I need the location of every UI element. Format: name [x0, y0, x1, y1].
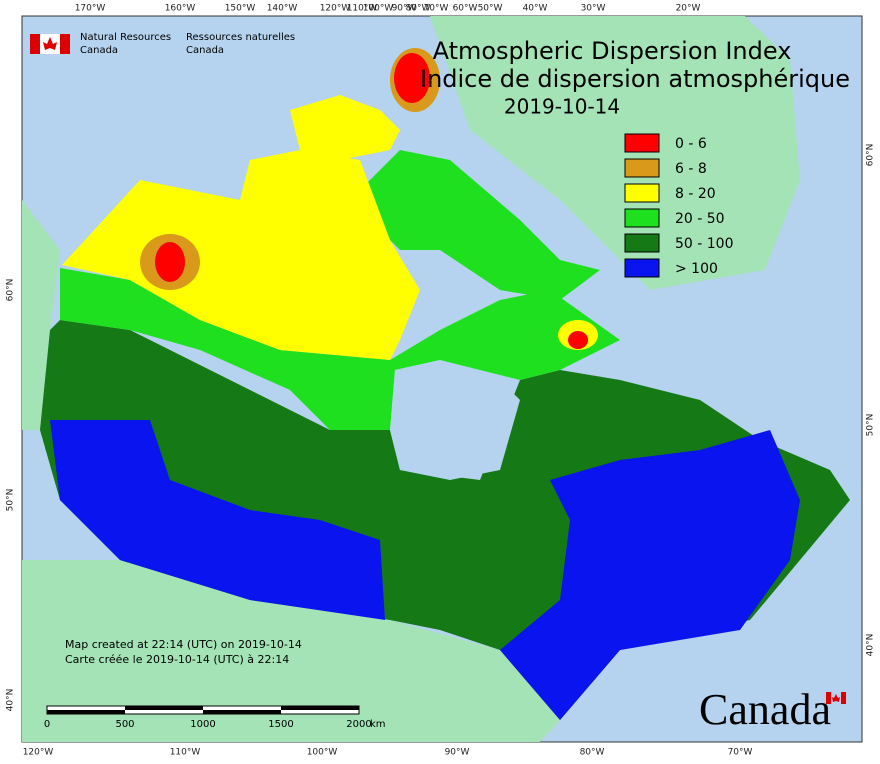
legend-swatch	[624, 158, 660, 178]
lat-label: 60°N	[6, 279, 16, 302]
scale-label: 0	[44, 719, 50, 730]
lon-label: 110°W	[170, 748, 201, 758]
scale-label: 1000	[190, 719, 215, 730]
agency-en: Canada	[80, 45, 118, 56]
lon-label: 150°W	[225, 4, 256, 14]
zone-0-6	[155, 242, 185, 282]
lon-label: 100°W	[363, 4, 394, 14]
usa	[22, 560, 560, 742]
lon-label: 110°W	[347, 4, 378, 14]
lon-label: 50°W	[478, 4, 503, 14]
legend-swatch	[624, 183, 660, 203]
created-fr: Carte créée le 2019-10-14 (UTC) à 22:14	[65, 653, 289, 666]
scale-label: 500	[115, 719, 134, 730]
lon-label: 140°W	[267, 4, 298, 14]
flag-band	[30, 34, 40, 54]
agency-en: Natural Resources	[80, 32, 171, 43]
hudson-bay	[390, 360, 520, 480]
scale-segment	[203, 710, 281, 714]
scale-segment	[47, 710, 125, 714]
wordmark-flag	[826, 692, 846, 704]
lon-label: 60°W	[453, 4, 478, 14]
scale-segment	[281, 706, 359, 710]
alaska	[22, 200, 60, 430]
legend-label: 50 - 100	[675, 236, 734, 252]
lon-label: 120°W	[23, 748, 54, 758]
lon-label: 70°W	[424, 4, 449, 14]
lon-label: 20°W	[676, 4, 701, 14]
lon-label: 90°W	[392, 4, 417, 14]
title-fr: Indice de dispersion atmosphérique	[420, 65, 850, 93]
zone-20-50	[60, 268, 620, 430]
flag-band	[60, 34, 70, 54]
legend-swatch	[624, 233, 660, 253]
scale-label: 2000	[346, 719, 371, 730]
zone-8-20	[62, 150, 420, 360]
lon-label: 30°W	[581, 4, 606, 14]
maple-leaf	[43, 37, 57, 50]
created-en: Map created at 22:14 (UTC) on 2019-10-14	[65, 638, 302, 651]
maple-leaf	[832, 694, 840, 702]
flag-band	[826, 692, 831, 704]
index-zones	[40, 48, 850, 720]
scale-bar	[46, 705, 360, 715]
agency-fr: Ressources naturelles	[186, 32, 295, 43]
lat-label: 60°N	[866, 144, 876, 167]
legend: 0 - 6 6 - 8 8 - 20 20 - 50 50 - 100 > 100	[624, 133, 734, 278]
zone-20-50	[350, 150, 600, 300]
land	[22, 16, 800, 742]
legend-label: 8 - 20	[675, 186, 716, 202]
agency-fr: Canada	[186, 45, 224, 56]
legend-label: > 100	[675, 261, 718, 277]
zone-8-20	[290, 95, 400, 160]
lon-label: 40°W	[523, 4, 548, 14]
lon-label: 90°W	[445, 748, 470, 758]
lat-label: 40°N	[6, 689, 16, 712]
greenland	[430, 16, 800, 290]
legend-swatch	[624, 133, 660, 153]
nrcan-flag	[30, 34, 70, 54]
lat-label: 50°N	[6, 489, 16, 512]
legend-label: 20 - 50	[675, 211, 725, 227]
scale-unit: km	[370, 719, 386, 730]
flag-band	[841, 692, 846, 704]
lon-label: 100°W	[307, 748, 338, 758]
lon-label: 170°W	[75, 4, 106, 14]
zone-0-6	[568, 331, 588, 349]
lon-label: 80°W	[406, 4, 431, 14]
title-en: Atmospheric Dispersion Index	[433, 37, 792, 65]
lon-label: 160°W	[165, 4, 196, 14]
lat-label: 40°N	[866, 634, 876, 657]
scale-segment	[125, 706, 203, 710]
lat-label: 50°N	[866, 414, 876, 437]
scale-label: 1500	[268, 719, 293, 730]
legend-label: 0 - 6	[675, 136, 707, 152]
date: 2019-10-14	[504, 95, 620, 119]
wordmark: Canada	[699, 685, 831, 734]
legend-label: 6 - 8	[675, 161, 707, 177]
lon-label: 80°W	[580, 748, 605, 758]
lon-label: 120°W	[320, 4, 351, 14]
lon-label: 70°W	[728, 748, 753, 758]
zone-0-6	[394, 53, 430, 103]
legend-swatch	[624, 208, 660, 228]
zone-over-100	[500, 430, 800, 720]
zone-over-100	[50, 420, 385, 620]
legend-swatch	[624, 258, 660, 278]
